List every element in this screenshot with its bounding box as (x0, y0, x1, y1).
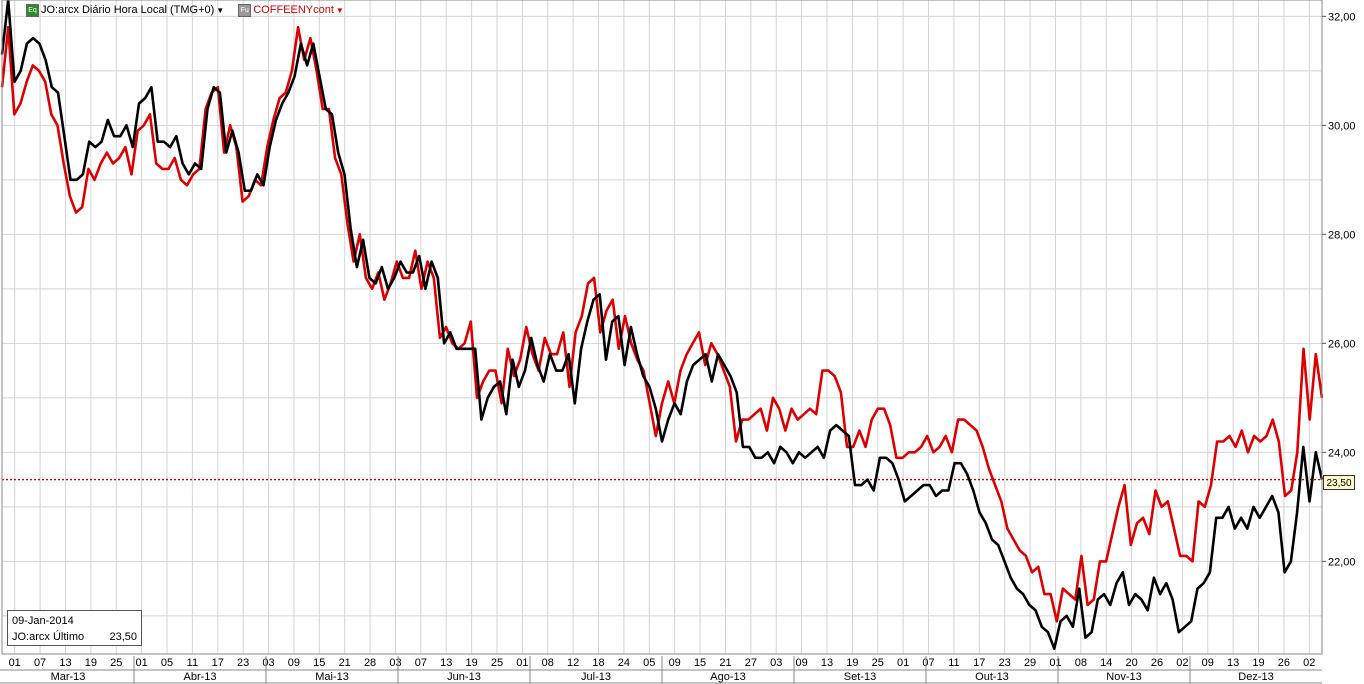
x-day-tick-label: 08 (542, 657, 554, 669)
x-day-tick-label: 25 (110, 657, 122, 669)
chevron-down-icon[interactable]: ▼ (216, 5, 225, 15)
x-day-tick-label: 26 (1278, 657, 1290, 669)
y-tick-label: 28,00 (1328, 229, 1356, 241)
x-month-label: Out-13 (975, 671, 1009, 683)
y-tick-label: 22,00 (1328, 556, 1356, 568)
y-tick-label: 26,00 (1328, 338, 1356, 350)
x-day-tick-label: 23 (237, 657, 249, 669)
x-day-tick-label: 23 (999, 657, 1011, 669)
series-lines (0, 0, 1324, 650)
legend-item-series1[interactable]: Eq JO:arcx Diário Hora Local (TMG+0) ▼ (26, 3, 225, 17)
x-day-tick-label: 05 (161, 657, 173, 669)
x-day-tick-label: 02 (1176, 657, 1188, 669)
x-month-label: Jun-13 (447, 671, 481, 683)
y-tick-label: 30,00 (1328, 120, 1356, 132)
chevron-down-icon[interactable]: ▼ (335, 5, 344, 15)
x-day-tick-label: 14 (1100, 657, 1112, 669)
x-day-tick-label: 18 (592, 657, 604, 669)
legend-series1-label: JO:arcx Diário Hora Local (TMG+0) (41, 4, 215, 16)
x-day-tick-label: 19 (465, 657, 477, 669)
x-day-tick-label: 09 (795, 657, 807, 669)
x-day-tick-label: 15 (694, 657, 706, 669)
y-tick-label: 32,00 (1328, 11, 1356, 23)
x-day-tick-label: 09 (669, 657, 681, 669)
x-month-label: Set-13 (844, 671, 876, 683)
x-day-tick-label: 07 (415, 657, 427, 669)
x-day-tick-label: 19 (846, 657, 858, 669)
x-day-tick-label: 01 (9, 657, 21, 669)
x-day-tick-label: 07 (922, 657, 934, 669)
x-day-tick-label: 01 (516, 657, 528, 669)
x-day-tick-label: 21 (339, 657, 351, 669)
info-date: 09-Jan-2014 (12, 615, 74, 627)
x-day-tick-label: 01 (897, 657, 909, 669)
x-month-label: Ago-13 (710, 671, 745, 683)
x-day-tick-label: 13 (59, 657, 71, 669)
x-day-tick-label: 19 (1252, 657, 1264, 669)
x-day-tick-label: 17 (973, 657, 985, 669)
y-tick-label: 24,00 (1328, 447, 1356, 459)
x-day-tick-label: 15 (313, 657, 325, 669)
info-box: 09-Jan-2014 JO:arcx Último 23,50 (7, 610, 142, 646)
x-day-tick-label: 28 (364, 657, 376, 669)
x-day-tick-label: 09 (1202, 657, 1214, 669)
x-day-tick-label: 12 (567, 657, 579, 669)
x-day-tick-label: 11 (187, 657, 198, 669)
x-day-tick-label: 03 (770, 657, 782, 669)
plot-frame (1, 0, 1323, 655)
x-month-label: Dez-13 (1238, 671, 1273, 683)
gridlines (2, 0, 1322, 654)
x-day-tick-label: 26 (1151, 657, 1163, 669)
x-day-tick-label: 21 (719, 657, 731, 669)
x-month-label: Nov-13 (1106, 671, 1141, 683)
x-month-label: Mai-13 (315, 671, 349, 683)
x-day-tick-label: 03 (389, 657, 401, 669)
x-day-tick-label: 08 (1075, 657, 1087, 669)
series-line-jo-arcx (0, 0, 1324, 650)
x-day-tick-label: 20 (1125, 657, 1137, 669)
x-day-tick-label: 11 (948, 657, 959, 669)
x-day-tick-label: 05 (643, 657, 655, 669)
x-day-tick-label: 13 (440, 657, 452, 669)
info-label: JO:arcx Último (12, 631, 85, 643)
x-day-tick-label: 27 (745, 657, 757, 669)
x-day-tick-label: 01 (1049, 657, 1061, 669)
legend-item-series2[interactable]: Fu COFFEENYcont ▼ (238, 3, 344, 17)
x-day-tick-label: 25 (491, 657, 503, 669)
info-row: JO:arcx Último 23,50 (12, 629, 137, 645)
x-day-tick-label: 25 (872, 657, 884, 669)
x-day-tick-label: 02 (1303, 657, 1315, 669)
grey-chart-icon: Fu (238, 3, 252, 17)
x-month-label: Jul-13 (581, 671, 611, 683)
legend-series2-label: COFFEENYcont (253, 4, 334, 16)
last-price-tag: 23,50 (1323, 475, 1355, 490)
x-month-label: Abr-13 (183, 671, 216, 683)
x-month-label: Mar-13 (51, 671, 86, 683)
legend: Eq JO:arcx Diário Hora Local (TMG+0) ▼ F… (26, 2, 344, 18)
x-day-tick-label: 03 (262, 657, 274, 669)
x-day-tick-label: 07 (34, 657, 46, 669)
x-day-tick-label: 17 (212, 657, 224, 669)
series-line-coffeenycont (0, 25, 1324, 623)
x-day-tick-label: 01 (135, 657, 147, 669)
green-chart-icon: Eq (26, 3, 39, 17)
info-value: 23,50 (109, 631, 137, 643)
x-day-tick-label: 13 (821, 657, 833, 669)
x-day-tick-label: 19 (85, 657, 97, 669)
x-day-tick-label: 24 (618, 657, 630, 669)
x-day-tick-label: 29 (1024, 657, 1036, 669)
x-day-tick-label: 09 (288, 657, 300, 669)
x-day-tick-label: 13 (1227, 657, 1239, 669)
